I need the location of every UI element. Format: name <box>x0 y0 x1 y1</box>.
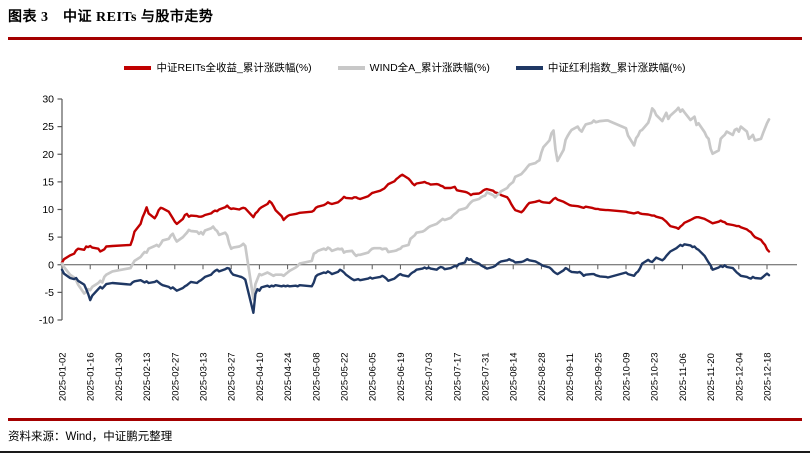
y-axis-tick-label: 10 <box>42 204 54 216</box>
legend-item-0: 中证REITs全收益_累计涨跌幅(%) <box>124 60 312 75</box>
x-axis-tick-label: 2025-03-13 <box>199 352 210 401</box>
x-axis-tick-label: 2025-01-16 <box>86 352 97 401</box>
x-axis-tick-label: 2025-05-22 <box>340 352 351 401</box>
series-line-1 <box>60 106 771 301</box>
x-axis-tick-label: 2025-08-14 <box>509 352 520 401</box>
footer-divider <box>8 418 802 421</box>
x-axis-tick-label: 2025-06-19 <box>396 352 407 401</box>
y-axis-tick-label: 15 <box>42 176 54 188</box>
x-axis-tick-label: 2025-10-09 <box>622 352 633 401</box>
x-axis-tick-label: 2025-12-18 <box>763 352 774 401</box>
y-axis-tick-label: -10 <box>39 315 54 327</box>
x-axis-tick-label: 2025-09-11 <box>565 353 576 401</box>
legend-swatch-icon <box>124 65 152 70</box>
series-line-2 <box>60 243 771 314</box>
x-axis-tick-label: 2025-04-24 <box>283 352 294 401</box>
legend-label: 中证REITs全收益_累计涨跌幅(%) <box>156 62 312 74</box>
x-axis-tick-label: 2025-02-27 <box>170 352 181 401</box>
x-axis-tick-label: 2025-01-02 <box>58 352 69 401</box>
table-bottom-border <box>0 451 810 453</box>
legend-label: WIND全A_累计涨跌幅(%) <box>369 62 490 74</box>
legend-swatch-icon <box>337 65 365 70</box>
x-axis-tick-label: 2025-07-03 <box>424 352 435 401</box>
page-title: 图表 3 中证 REITs 与股市走势 <box>8 10 214 25</box>
y-axis-tick-label: -5 <box>45 287 54 299</box>
y-axis-tick-label: 30 <box>42 94 54 106</box>
trend-line-chart: 30 25 20 15 10 5 0 -5 -10 2025-01-02 2025-01-16 202… <box>39 94 797 401</box>
series-line-0 <box>60 173 771 264</box>
x-axis-tick-label: 2025-10-23 <box>650 352 661 401</box>
y-axis-tick-label: 20 <box>42 149 54 161</box>
legend-item-1: WIND全A_累计涨跌幅(%) <box>337 60 490 75</box>
y-axis-tick-label: 5 <box>48 232 54 244</box>
y-axis-tick-label: 0 <box>48 259 54 271</box>
x-axis-tick-label: 2025-01-30 <box>114 352 125 401</box>
title-divider <box>8 37 802 40</box>
x-axis-tick-label: 2025-12-04 <box>734 352 745 401</box>
x-axis-tick-label: 2025-02-13 <box>142 352 153 401</box>
x-axis-tick-label: 2025-11-20 <box>706 353 717 401</box>
x-axis-tick-label: 2025-03-27 <box>227 352 238 401</box>
x-axis-tick-label: 2025-07-31 <box>481 352 492 401</box>
x-axis-tick-label: 2025-05-08 <box>311 352 322 401</box>
x-axis-tick-label: 2025-08-28 <box>537 352 548 401</box>
legend-label: 中证红利指数_累计涨跌幅(%) <box>547 62 686 74</box>
source-note: 资料来源：Wind，中证鹏元整理 <box>8 431 173 443</box>
x-axis-tick-label: 2025-06-05 <box>368 352 379 401</box>
x-axis-tick-label: 2025-11-06 <box>678 353 689 401</box>
chart-legend: 中证REITs全收益_累计涨跌幅(%) WIND全A_累计涨跌幅(%) 中证红利指数… <box>0 60 810 75</box>
x-axis-tick-label: 2025-07-17 <box>452 352 463 401</box>
y-axis-tick-label: 25 <box>42 121 54 133</box>
x-axis-tick-label: 2025-04-10 <box>255 352 266 401</box>
legend-swatch-icon <box>515 65 543 70</box>
legend-item-2: 中证红利指数_累计涨跌幅(%) <box>515 60 686 75</box>
x-axis-tick-label: 2025-09-25 <box>593 352 604 401</box>
